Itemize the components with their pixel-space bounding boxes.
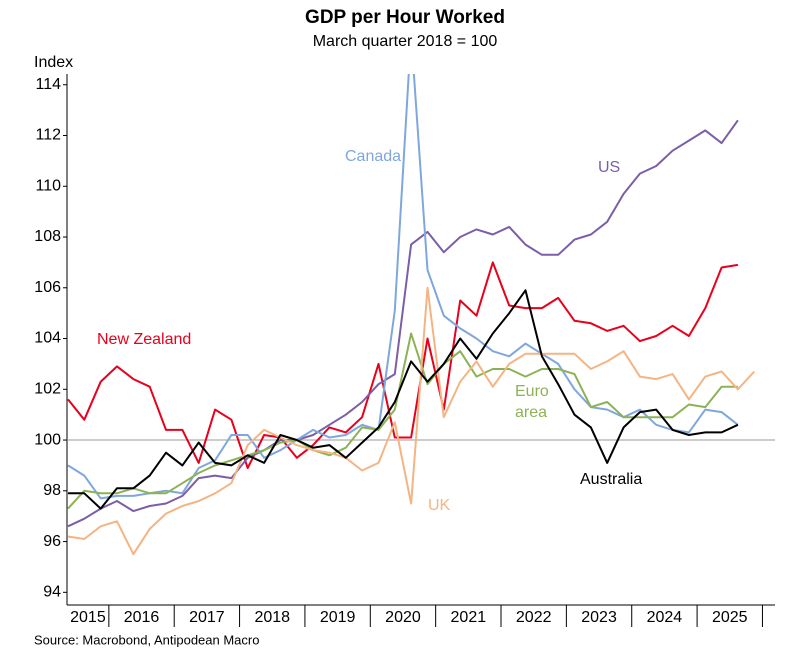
x-tick-label: 2021 — [451, 609, 487, 626]
x-tick-label: 2022 — [516, 609, 552, 626]
series-label: New Zealand — [97, 331, 191, 348]
y-tick-label: 114 — [35, 76, 61, 93]
chart-title: GDP per Hour Worked — [305, 7, 505, 28]
y-tick-label: 100 — [34, 431, 61, 448]
series-line — [67, 286, 756, 556]
series-label: Canada — [345, 148, 401, 165]
series-line — [68, 289, 739, 510]
series-label: Euro area — [515, 383, 549, 421]
series-label: Australia — [580, 471, 642, 488]
y-tick-label: 94 — [43, 584, 61, 601]
x-tick-label: 2020 — [385, 609, 421, 626]
series-line — [67, 332, 738, 510]
series-line — [67, 261, 739, 469]
y-tick-label: 96 — [43, 533, 61, 550]
series-line — [67, 119, 739, 528]
y-tick-label: 106 — [34, 279, 61, 296]
y-tick-label: 104 — [34, 330, 61, 347]
series-label: US — [598, 159, 620, 176]
x-tick-label: 2015 — [70, 609, 106, 626]
x-tick-label: 2017 — [189, 609, 225, 626]
y-tick-label: 108 — [34, 228, 61, 245]
x-tick-label: 2019 — [320, 609, 356, 626]
y-tick-label: 98 — [43, 482, 61, 499]
plot-area — [67, 74, 756, 556]
x-tick-label: 2025 — [712, 609, 748, 626]
chart-subtitle: March quarter 2018 = 100 — [313, 33, 498, 50]
y-tick-label: 112 — [35, 127, 61, 144]
y-tick-label: 102 — [34, 381, 61, 398]
series-line — [67, 74, 739, 500]
series-label: UK — [428, 497, 451, 514]
x-tick-label: 2016 — [124, 609, 160, 626]
y-tick-label: 110 — [35, 177, 61, 194]
x-tick-label: 2024 — [647, 609, 683, 626]
source: Source: Macrobond, Antipodean Macro — [34, 632, 259, 647]
x-tick-label: 2018 — [254, 609, 290, 626]
x-tick-label: 2023 — [581, 609, 617, 626]
y-axis-label: Index — [34, 54, 73, 71]
